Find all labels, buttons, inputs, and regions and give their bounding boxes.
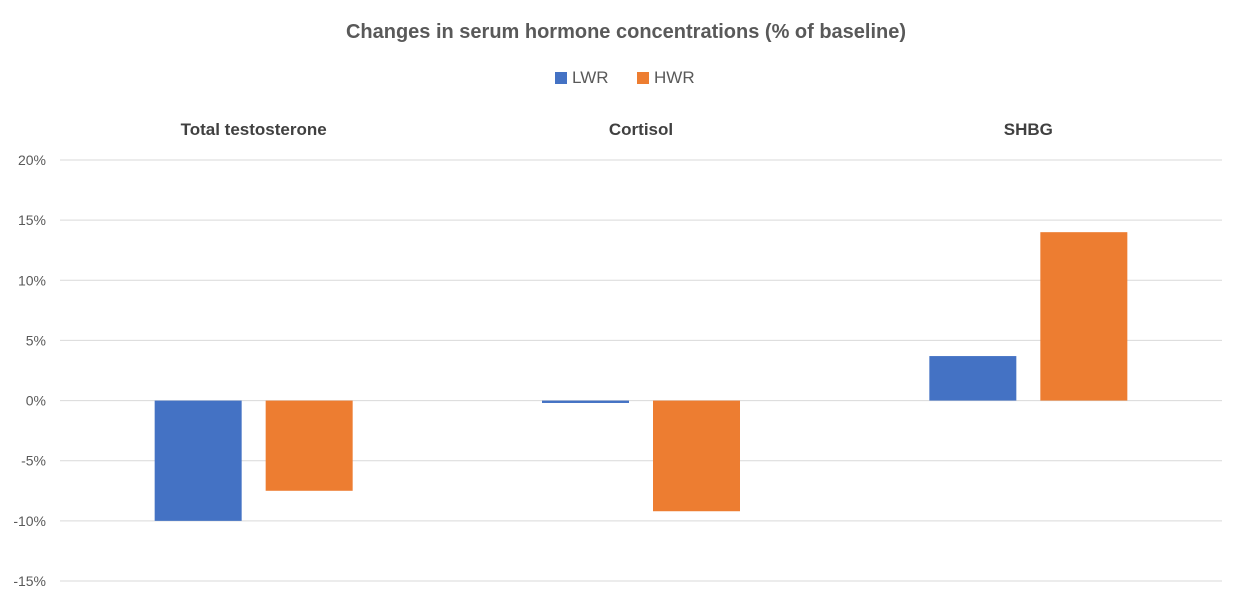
legend-swatch-hwr: [637, 72, 649, 84]
legend: LWR HWR: [555, 68, 695, 87]
bar-lwr-total-testosterone: [154, 400, 242, 521]
y-axis-ticks: -15% -10% -5% 0% 5% 10% 15% 20%: [13, 152, 46, 589]
y-tick-label: 10%: [18, 272, 46, 288]
bar-hwr-shbg: [1040, 232, 1128, 401]
y-tick-label: -10%: [13, 513, 46, 529]
bar-lwr-cortisol: [542, 400, 629, 403]
y-tick-label: 15%: [18, 212, 46, 228]
category-label: Cortisol: [609, 120, 673, 139]
category-label: SHBG: [1004, 120, 1053, 139]
bar-lwr-shbg: [929, 356, 1017, 401]
y-tick-label: -5%: [21, 453, 46, 469]
chart-title: Changes in serum hormone concentrations …: [346, 21, 906, 43]
bar-hwr-total-testosterone: [265, 400, 353, 491]
gridlines: [60, 159, 1222, 582]
y-tick-label: -15%: [13, 573, 46, 589]
y-tick-label: 5%: [26, 332, 46, 348]
bar-hwr-cortisol: [653, 400, 740, 512]
bars: [154, 232, 1128, 521]
legend-swatch-lwr: [555, 72, 567, 84]
category-labels: Total testosterone Cortisol SHBG: [181, 120, 1053, 139]
category-label: Total testosterone: [181, 120, 327, 139]
legend-label-lwr: LWR: [572, 68, 609, 87]
y-tick-label: 20%: [18, 152, 46, 168]
y-tick-label: 0%: [26, 393, 46, 409]
legend-label-hwr: HWR: [654, 68, 695, 87]
